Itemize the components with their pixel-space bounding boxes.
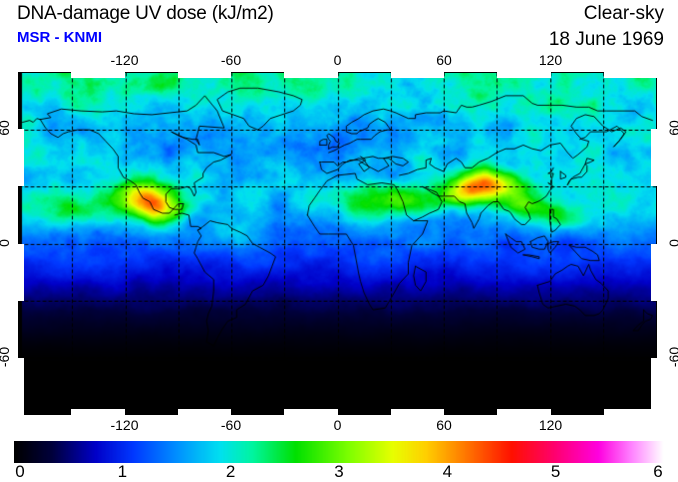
colorbar-tick-label: 4 [442, 462, 453, 481]
date-label: 18 June 1969 [548, 29, 664, 50]
x-tick-label: -120 [110, 52, 139, 68]
x-tick-label: 0 [333, 52, 342, 68]
x-axis-ticks-bottom [18, 409, 657, 415]
x-tick-label: 60 [436, 52, 452, 68]
colorbar-tick-label: 3 [334, 462, 344, 481]
institution-label: MSR - KNMI [17, 29, 102, 46]
x-tick-label: 120 [538, 417, 563, 433]
y-tick-label: -60 [666, 346, 678, 367]
y-tick-label: 60 [666, 120, 678, 136]
colorbar-tick-label: 6 [653, 462, 663, 481]
colorbar-tick-label: 2 [225, 462, 236, 481]
y-tick-label: 0 [0, 223, 12, 263]
x-tick-label: -120 [110, 417, 139, 433]
x-tick-label: -60 [220, 52, 242, 68]
colorbar-tick-label: 5 [550, 462, 561, 481]
colorbar-tick-label: 1 [117, 462, 128, 481]
x-tick-label: -60 [220, 417, 242, 433]
y-axis-ticks-right [651, 72, 657, 415]
x-tick-label: 0 [333, 417, 342, 433]
page-title: DNA-damage UV dose (kJ/m2) [17, 3, 274, 24]
colorbar-gradient [14, 441, 664, 463]
colorbar-tick-labels: 0 1 2 3 4 5 6 [14, 462, 664, 481]
colorbar-tick-label: 0 [15, 462, 25, 481]
colorbar [14, 441, 664, 463]
x-tick-label: 60 [436, 417, 452, 433]
x-axis-ticks-top [18, 72, 657, 78]
sky-condition-label: Clear-sky [583, 3, 664, 24]
y-tick-label: 0 [666, 223, 678, 263]
map-plot-frame [18, 72, 657, 415]
y-tick-label: 60 [0, 120, 12, 136]
y-tick-label: -60 [0, 346, 12, 367]
x-tick-label: 120 [538, 52, 563, 68]
y-axis-ticks-left [18, 72, 24, 415]
uv-dose-heatmap [19, 73, 656, 414]
